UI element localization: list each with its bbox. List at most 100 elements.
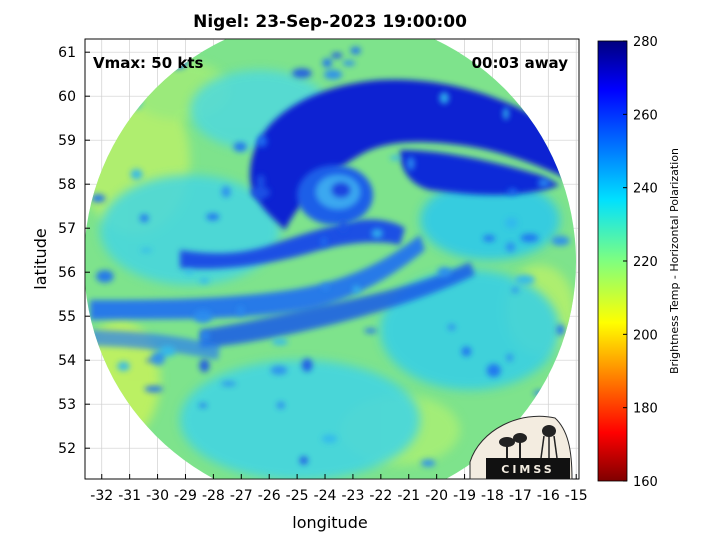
- x-tick-label: -23: [341, 488, 364, 504]
- cloud-speckle: [96, 270, 114, 283]
- cloud-speckle: [506, 353, 514, 362]
- cloud-speckle: [437, 266, 451, 278]
- cloud-speckle: [502, 107, 509, 120]
- cloud-speckle: [556, 324, 565, 336]
- cloud-speckle: [237, 305, 245, 316]
- x-tick-label: -19: [453, 488, 476, 504]
- cloud-speckle: [482, 235, 496, 242]
- colorbar-tick-label: 240: [633, 182, 658, 197]
- cloud-speckle: [301, 358, 313, 372]
- cloud-speckle: [257, 135, 268, 148]
- cloud-speckle: [321, 434, 338, 444]
- cloud-speckle: [299, 456, 309, 465]
- cimss-logo: CIMSS: [469, 415, 573, 480]
- cloud-speckle: [420, 459, 436, 467]
- y-tick-label: 61: [58, 45, 76, 61]
- cloud-speckle: [221, 186, 231, 198]
- cloud-speckle: [364, 328, 378, 334]
- colorbar: 160 180 200 220 240 260 280 Brightness Temp - …: [597, 35, 681, 490]
- cloud-speckle: [250, 186, 271, 199]
- cloud-speckle: [352, 285, 361, 294]
- axes-frame: [84, 38, 580, 480]
- x-tick-label: -27: [230, 488, 253, 504]
- cloud-speckle: [117, 361, 130, 372]
- vmax-label: Vmax: 50 kts: [93, 54, 203, 72]
- cloud-speckle: [199, 359, 210, 373]
- x-tick-label: -24: [314, 488, 337, 504]
- cloud-speckle: [537, 178, 551, 188]
- x-tick-label: -15: [565, 488, 588, 504]
- brightness-temp-swath: [85, 39, 576, 479]
- cloud-speckle: [233, 141, 247, 152]
- x-tick-label: -18: [481, 488, 504, 504]
- cloud-speckle: [206, 213, 220, 221]
- cloud-speckle: [139, 214, 149, 223]
- cloud-speckle: [140, 248, 153, 253]
- cloud-speckle: [515, 274, 535, 286]
- cloud-speckle: [504, 217, 518, 229]
- cloud-speckle: [201, 330, 210, 341]
- colorbar-label: Brightness Temp - Horizontal Polarizatio…: [668, 148, 681, 374]
- cloud-speckle: [320, 236, 327, 247]
- x-tick-label: -22: [369, 488, 392, 504]
- cloud-speckle: [256, 174, 265, 188]
- y-tick-label: 58: [58, 177, 76, 193]
- cloud-speckle: [321, 283, 330, 290]
- cloud-speckle: [439, 92, 450, 104]
- x-tick-label: -25: [286, 488, 309, 504]
- colorbar-tick-label: 220: [633, 255, 658, 270]
- y-tick-label: 53: [58, 397, 76, 413]
- cloud-speckle: [507, 188, 518, 195]
- x-tick-label: -30: [146, 488, 169, 504]
- x-tick-label: -26: [258, 488, 281, 504]
- cloud-speckle: [199, 277, 210, 284]
- chart-title: Nigel: 23-Sep-2023 19:00:00: [193, 12, 467, 32]
- cloud-speckle: [350, 46, 361, 55]
- cloud-speckle: [323, 69, 343, 80]
- cloud-speckle: [406, 156, 415, 171]
- colorbar-tick-label: 200: [633, 328, 658, 343]
- cloud-speckle: [144, 385, 164, 393]
- y-tick-label: 57: [58, 221, 76, 237]
- cloud-speckle: [150, 351, 166, 366]
- colorbar-tick-label: 160: [633, 475, 658, 490]
- cloud-speckle: [198, 403, 208, 408]
- x-tick-label: -31: [118, 488, 141, 504]
- cloud-speckle: [221, 381, 237, 387]
- time-offset-label: 00:03 away: [472, 54, 569, 72]
- x-tick-label: -16: [537, 488, 560, 504]
- cloud-speckle: [389, 155, 401, 161]
- y-tick-label: 55: [58, 309, 76, 325]
- cloud-speckle: [322, 58, 333, 68]
- cloud-speckle: [461, 346, 472, 357]
- cloud-speckle: [342, 60, 356, 66]
- cloud-speckle: [520, 233, 539, 243]
- cloud-speckle: [339, 218, 348, 232]
- cloud-speckle: [505, 242, 516, 253]
- x-tick-label: -29: [174, 488, 197, 504]
- cloud-speckle: [193, 309, 213, 324]
- y-tick-label: 60: [58, 89, 76, 105]
- cloud-speckle: [447, 324, 456, 331]
- y-tick-label: 52: [58, 441, 76, 457]
- cloud-speckle: [159, 345, 176, 357]
- colorbar-tick-label: 260: [633, 108, 658, 123]
- logo-text: CIMSS: [501, 463, 554, 476]
- colorbar-tick-label: 280: [633, 35, 658, 50]
- cloud-speckle: [371, 228, 383, 239]
- y-tick-label: 56: [58, 265, 76, 281]
- x-axis-label: longitude: [292, 513, 367, 532]
- cloud-speckle: [271, 338, 289, 346]
- x-tick-label: -28: [202, 488, 225, 504]
- y-axis-label: latitude: [31, 228, 50, 289]
- cloud-speckle: [183, 270, 195, 275]
- y-axis: 52 53 54 55 56 57 58 59 60 61: [58, 45, 90, 457]
- x-axis: -32 -31 -30 -29 -28 -27 -26 -25 -24 -23 -22 -21 -20-…: [90, 474, 588, 504]
- cloud-speckle: [91, 194, 106, 203]
- cloud-speckle: [276, 401, 286, 410]
- cloud-speckle: [331, 52, 343, 59]
- x-tick-label: -20: [425, 488, 448, 504]
- cloud-speckle: [292, 68, 312, 78]
- x-tick-label: -21: [397, 488, 420, 504]
